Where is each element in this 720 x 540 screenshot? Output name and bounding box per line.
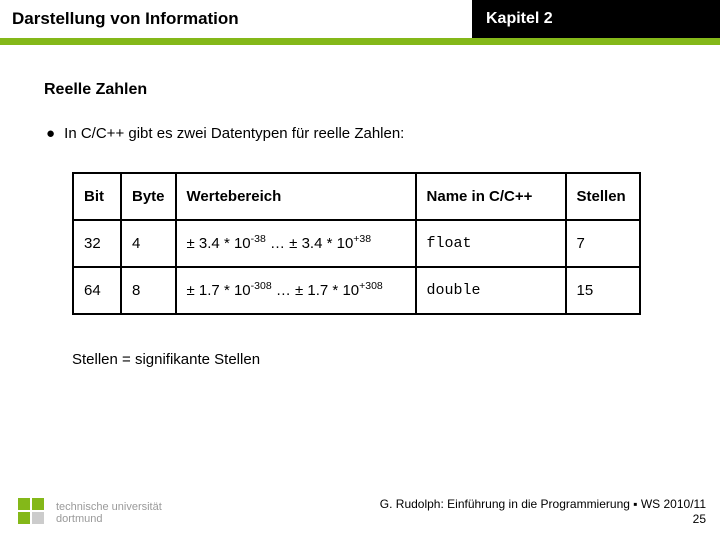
cell-name: double <box>416 267 566 314</box>
bullet-icon: ● <box>46 125 60 142</box>
page-number: 25 <box>380 512 706 528</box>
section-title: Reelle Zahlen <box>44 81 676 99</box>
accent-bar <box>0 38 720 45</box>
bullet-text: In C/C++ gibt es zwei Datentypen für ree… <box>64 125 404 142</box>
cell-bit: 64 <box>73 267 121 314</box>
bullet-line: ● In C/C++ gibt es zwei Datentypen für r… <box>46 125 676 142</box>
note: Stellen = signifikante Stellen <box>72 351 676 368</box>
th-name: Name in C/C++ <box>416 173 566 220</box>
th-range: Wertebereich <box>176 173 416 220</box>
cell-name: float <box>416 220 566 267</box>
cell-byte: 4 <box>121 220 176 267</box>
th-bit: Bit <box>73 173 121 220</box>
table-row: 64 8 ± 1.7 * 10-308 … ± 1.7 * 10+308 dou… <box>73 267 640 314</box>
header-chapter: Kapitel 2 <box>472 0 720 38</box>
cell-stellen: 15 <box>566 267 640 314</box>
cell-range: ± 3.4 * 10-38 … ± 3.4 * 10+38 <box>176 220 416 267</box>
footer: technische universität dortmund G. Rudol… <box>0 497 720 528</box>
table-header-row: Bit Byte Wertebereich Name in C/C++ Stel… <box>73 173 640 220</box>
tu-dortmund-logo: technische universität dortmund <box>18 498 162 528</box>
cell-bit: 32 <box>73 220 121 267</box>
footer-credit: G. Rudolph: Einführung in die Programmie… <box>380 497 706 528</box>
datatypes-table: Bit Byte Wertebereich Name in C/C++ Stel… <box>72 172 641 315</box>
th-stellen: Stellen <box>566 173 640 220</box>
cell-range: ± 1.7 * 10-308 … ± 1.7 * 10+308 <box>176 267 416 314</box>
cell-stellen: 7 <box>566 220 640 267</box>
logo-text: technische universität dortmund <box>56 501 162 525</box>
table-row: 32 4 ± 3.4 * 10-38 … ± 3.4 * 10+38 float… <box>73 220 640 267</box>
header-title: Darstellung von Information <box>0 0 472 38</box>
cell-byte: 8 <box>121 267 176 314</box>
logo-mark-icon <box>18 498 48 528</box>
th-byte: Byte <box>121 173 176 220</box>
